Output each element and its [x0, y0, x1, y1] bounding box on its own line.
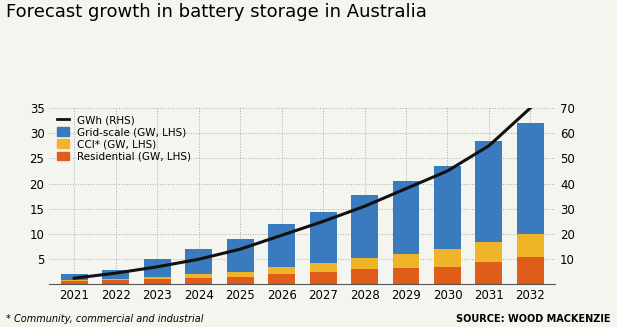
Bar	[476, 262, 502, 284]
Legend: GWh (RHS), Grid-scale (GW, LHS), CCI* (GW, LHS), Residential (GW, LHS): GWh (RHS), Grid-scale (GW, LHS), CCI* (G…	[54, 113, 194, 164]
Bar	[102, 281, 129, 284]
Bar	[434, 166, 461, 249]
Bar	[517, 257, 544, 284]
Bar	[434, 249, 461, 267]
Bar	[102, 279, 129, 281]
Bar	[392, 268, 420, 284]
Bar	[144, 277, 171, 280]
Bar	[268, 267, 295, 274]
Bar	[185, 274, 212, 278]
Bar	[310, 212, 336, 263]
Bar	[310, 272, 336, 284]
Bar	[476, 141, 502, 242]
Text: SOURCE: WOOD MACKENZIE: SOURCE: WOOD MACKENZIE	[457, 314, 611, 324]
Bar	[144, 280, 171, 284]
Bar	[268, 224, 295, 267]
Bar	[60, 281, 88, 282]
Bar	[60, 282, 88, 284]
Bar	[392, 181, 420, 254]
Bar	[310, 263, 336, 272]
Bar	[268, 274, 295, 284]
Bar	[60, 274, 88, 281]
Bar	[476, 242, 502, 262]
Bar	[226, 272, 254, 277]
Bar	[351, 258, 378, 269]
Bar	[226, 239, 254, 272]
Bar	[144, 259, 171, 277]
Bar	[517, 123, 544, 234]
Bar	[392, 254, 420, 268]
Bar	[351, 195, 378, 258]
Bar	[185, 249, 212, 274]
Bar	[226, 277, 254, 284]
Bar	[517, 234, 544, 257]
Bar	[351, 269, 378, 284]
Bar	[434, 267, 461, 284]
Text: * Community, commercial and industrial: * Community, commercial and industrial	[6, 314, 204, 324]
Bar	[102, 270, 129, 279]
Text: Forecast growth in battery storage in Australia: Forecast growth in battery storage in Au…	[6, 3, 427, 21]
Bar	[185, 278, 212, 284]
